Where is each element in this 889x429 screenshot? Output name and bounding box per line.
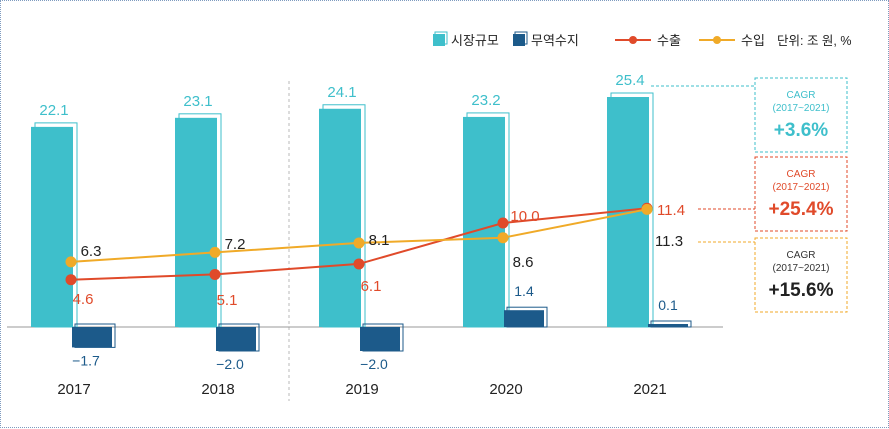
trade-balance-value-label: −1.7: [72, 352, 100, 368]
import-point: [497, 232, 509, 244]
legend-marker: [629, 36, 637, 44]
market-size-bar: [175, 117, 217, 327]
market-size-value-label: 25.4: [615, 72, 644, 89]
export-value-label: 10.0: [510, 208, 539, 225]
cagr-value: +25.4%: [769, 199, 834, 220]
x-tick-label: 2021: [633, 381, 666, 398]
import-point: [65, 256, 77, 268]
market-size-value-label: 24.1: [327, 84, 356, 101]
import-value-label: 8.6: [513, 254, 534, 271]
cagr-value: +15.6%: [769, 280, 834, 301]
legend-swatch: [433, 34, 445, 46]
trade-balance-bar: [216, 327, 256, 351]
cagr-box: [754, 156, 848, 232]
unit-label: 단위: 조 원, %: [777, 34, 851, 48]
cagr-period: (2017~2021): [773, 103, 830, 114]
legend-label: 수입: [741, 33, 765, 48]
trade-balance-value-label: 1.4: [514, 283, 534, 299]
export-point: [65, 274, 77, 286]
trade-balance-bar: [648, 324, 688, 327]
market-size-bar: [31, 126, 73, 327]
export-point: [353, 258, 365, 270]
export-value-label: 6.1: [361, 278, 382, 295]
cagr-period: (2017~2021): [773, 182, 830, 193]
cagr-title: CAGR: [787, 250, 816, 261]
x-tick-label: 2019: [345, 381, 378, 398]
import-value-label: 11.3: [655, 233, 683, 250]
cagr-box: [754, 237, 848, 313]
trade-balance-bar: [360, 327, 400, 351]
trade-balance-bar: [504, 310, 544, 327]
trade-balance-value-label: −2.0: [360, 356, 388, 372]
export-point: [497, 217, 509, 229]
cagr-title: CAGR: [787, 169, 816, 180]
legend-label: 시장규모: [451, 33, 499, 48]
import-point: [209, 246, 221, 258]
trade-balance-value-label: −2.0: [216, 356, 244, 372]
x-tick-label: 2020: [489, 381, 522, 398]
import-value-label: 8.1: [369, 232, 390, 249]
trade-balance-value-label: 0.1: [658, 297, 678, 313]
market-size-bar: [319, 108, 361, 327]
legend-label: 무역수지: [531, 33, 579, 48]
market-size-value-label: 23.2: [471, 92, 500, 109]
import-value-label: 7.2: [225, 236, 246, 253]
legend-label: 수출: [657, 33, 681, 48]
import-value-label: 6.3: [81, 243, 102, 260]
import-point: [641, 203, 653, 215]
export-value-label: 11.4: [657, 202, 685, 219]
cagr-value: +3.6%: [774, 120, 829, 141]
export-value-label: 5.1: [217, 292, 238, 309]
cagr-period: (2017~2021): [773, 263, 830, 274]
x-tick-label: 2018: [201, 381, 234, 398]
x-tick-label: 2017: [57, 381, 90, 398]
market-size-value-label: 23.1: [183, 93, 212, 110]
legend-swatch: [513, 34, 525, 46]
market-size-value-label: 22.1: [39, 102, 68, 119]
export-point: [209, 268, 221, 280]
trade-balance-bar: [72, 327, 112, 348]
export-value-label: 4.6: [73, 291, 94, 308]
legend-marker: [713, 36, 721, 44]
cagr-title: CAGR: [787, 90, 816, 101]
import-point: [353, 237, 365, 249]
cagr-box: [754, 77, 848, 153]
